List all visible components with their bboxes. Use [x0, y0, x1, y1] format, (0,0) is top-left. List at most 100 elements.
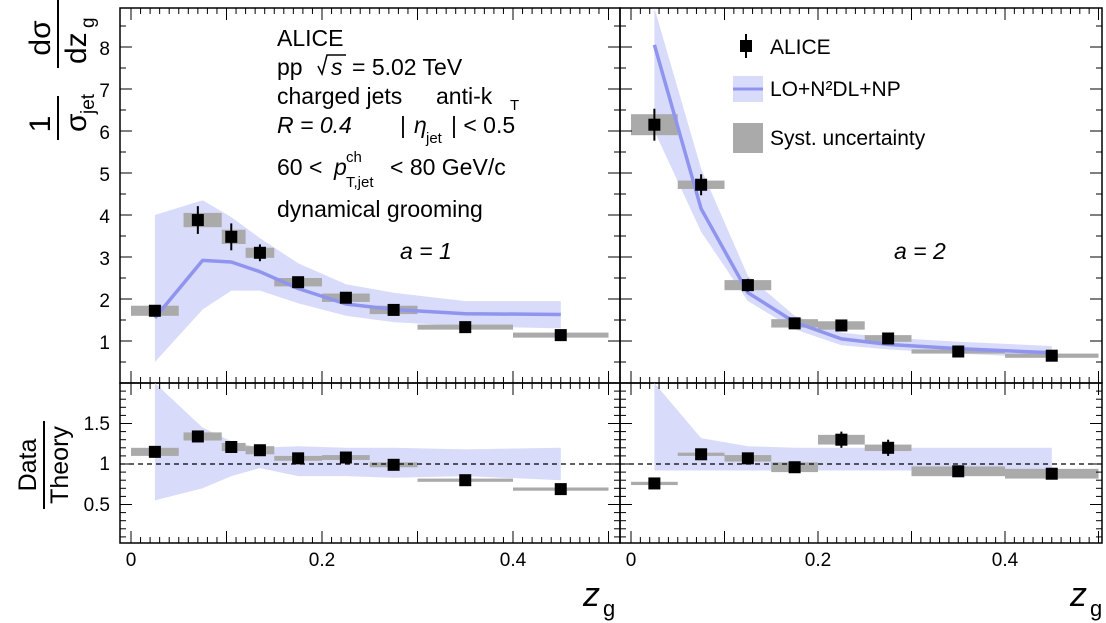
annot-alice: ALICE	[277, 25, 343, 51]
y-tick-label-05: 0.5	[84, 495, 110, 516]
panel-label-left: a = 1	[400, 238, 452, 264]
data-point-3-7	[1045, 467, 1058, 480]
y-tick-label-8: 8	[99, 39, 110, 60]
y-title-dz-sub: g	[78, 17, 99, 28]
theory-band-3	[654, 383, 1052, 471]
y-tick-label-10: 1	[99, 454, 110, 475]
x-axis-title-sub-right: g	[1090, 596, 1102, 621]
y-tick-label-1: 1	[99, 333, 110, 354]
x-axis-title-right: z g	[1069, 576, 1102, 621]
y-tick-label-2: 2	[99, 291, 110, 312]
data-point-0-3	[253, 246, 266, 259]
data-point-3-6	[952, 465, 965, 478]
data-point-1-2	[741, 279, 754, 292]
legend-entry-alice: ALICE	[740, 34, 831, 59]
x-axis-title-sub: g	[603, 596, 615, 621]
data-point-1-6	[952, 345, 965, 358]
legend-entry-syst: Syst. uncertainty	[733, 123, 926, 153]
data-point-0-0	[148, 304, 161, 317]
data-points	[148, 108, 1058, 496]
annot-antikt: anti-k	[436, 83, 493, 109]
axis-ticks	[120, 8, 1102, 543]
y-title-sigma: σ	[60, 113, 93, 132]
annotation-block: ALICE pp s = 5.02 TeV charged jets anti-…	[277, 25, 519, 222]
panel-label-right: a = 2	[894, 238, 946, 264]
annot-pp: pp	[277, 54, 303, 80]
theory-line-0	[153, 258, 561, 320]
svg-text:|: |	[400, 112, 406, 138]
x-tick-labels: 0 0.2 0.4 0 0.2 0.4	[126, 550, 1019, 571]
y-tick-label-3: 3	[99, 249, 110, 270]
data-point-3-0	[648, 477, 661, 490]
data-point-1-5	[882, 332, 895, 345]
data-point-3-3	[788, 461, 801, 474]
annot-pt-hi: < 80 GeV/c	[390, 154, 506, 180]
y-tick-labels-ratio: 0.5 1 1.5	[84, 414, 110, 516]
data-point-2-8	[554, 483, 567, 496]
data-point-0-5	[339, 291, 352, 304]
annot-eta-rest: | < 0.5	[451, 112, 515, 138]
y-tick-label-5: 5	[99, 165, 110, 186]
data-point-2-5	[339, 451, 352, 464]
legend-label-syst: Syst. uncertainty	[770, 127, 926, 150]
data-point-2-3	[253, 444, 266, 457]
frame-bottom-right	[619, 382, 1103, 544]
annot-pt-lo: 60 <	[277, 154, 322, 180]
data-point-1-3	[788, 317, 801, 330]
y-title-data: Data	[14, 439, 42, 492]
data-point-0-6	[387, 303, 400, 316]
svg-text:s: s	[331, 54, 343, 80]
annot-antikt-sub: T	[510, 97, 519, 114]
x-axis-title-main-right: z	[1069, 576, 1087, 614]
legend-label-alice: ALICE	[770, 36, 831, 59]
x-axis-title-main: z	[582, 576, 600, 614]
data-point-0-1	[191, 214, 204, 227]
annot-sqrt-s: s	[317, 54, 346, 80]
y-tick-label-6: 6	[99, 123, 110, 144]
legend-entry-theory: LO+N²DL+NP	[733, 76, 901, 102]
data-point-1-0	[648, 118, 661, 131]
annot-eta: | η	[400, 112, 427, 138]
data-point-0-8	[554, 329, 567, 342]
x-tick-label-left-02: 0.2	[309, 550, 335, 571]
data-point-2-1	[191, 430, 204, 443]
theory-band-2	[154, 383, 561, 501]
y-tick-label-15: 1.5	[84, 414, 110, 435]
y-title-sigma-sub: jet	[78, 93, 99, 115]
data-point-2-0	[148, 445, 161, 458]
x-axis-title-left: z g	[582, 576, 615, 621]
y-axis-title-ratio: Data Theory	[14, 421, 74, 509]
y-title-dsigma: dσ	[24, 20, 57, 56]
annot-charged-jets: charged jets	[277, 83, 402, 109]
data-point-1-4	[835, 319, 848, 332]
y-tick-label-7: 7	[99, 81, 110, 102]
data-point-3-4	[835, 433, 848, 446]
legend-label-theory: LO+N²DL+NP	[770, 78, 901, 101]
data-point-3-5	[882, 441, 895, 454]
y-axis-title-top: 1 σ jet dσ dz g	[24, 0, 99, 140]
data-point-2-7	[459, 474, 472, 487]
x-tick-label-left-04: 0.4	[500, 550, 527, 571]
x-tick-label-left-0: 0	[126, 550, 137, 571]
data-point-2-6	[387, 458, 400, 471]
annot-eta-sub: jet	[425, 130, 443, 147]
theory-line-1	[652, 44, 1052, 355]
data-point-3-2	[741, 452, 754, 465]
x-tick-label-right-04: 0.4	[992, 550, 1019, 571]
annot-grooming: dynamical grooming	[277, 196, 483, 222]
y-tick-label-4: 4	[99, 207, 110, 228]
x-tick-label-right-0: 0	[626, 550, 637, 571]
annot-pt-p: p	[333, 154, 347, 180]
data-point-0-7	[459, 321, 472, 334]
data-point-0-2	[225, 230, 238, 243]
y-title-dz: dz	[60, 32, 93, 64]
y-title-one: 1	[24, 116, 57, 133]
y-title-theory: Theory	[46, 426, 74, 504]
x-tick-label-right-02: 0.2	[805, 550, 831, 571]
annot-pt-sup: ch	[346, 149, 362, 166]
data-point-0-4	[292, 276, 305, 289]
annot-R: R = 0.4	[277, 112, 352, 138]
annot-energy: = 5.02 TeV	[352, 54, 463, 80]
svg-text:η: η	[414, 112, 427, 138]
data-point-3-1	[695, 448, 708, 461]
